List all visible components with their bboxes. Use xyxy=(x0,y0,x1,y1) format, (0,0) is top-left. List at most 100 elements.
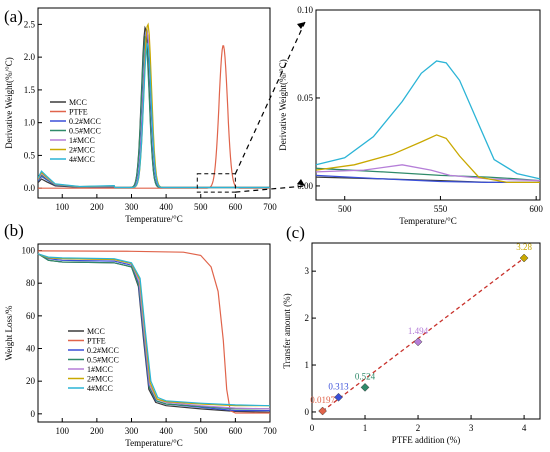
x-tick-label: 0 xyxy=(310,423,315,433)
x-tick-label: 4 xyxy=(522,423,527,433)
y-tick-label: 0 xyxy=(31,409,36,419)
x-tick-label: 300 xyxy=(125,426,139,436)
connector-bottom xyxy=(235,185,306,193)
panel-label-c: (c) xyxy=(286,223,305,242)
y-tick-label: 3 xyxy=(305,266,310,276)
y-tick-label: 0.0 xyxy=(24,183,36,193)
x-tick-label: 700 xyxy=(263,202,277,212)
legend-label: 1#MCC xyxy=(69,136,95,145)
connector-arrow-bottom xyxy=(297,179,305,186)
series-line-4#MCC xyxy=(38,42,270,189)
zoom-connectors xyxy=(234,21,306,193)
y-tick-label: 100 xyxy=(22,246,36,256)
legend-label: MCC xyxy=(87,327,105,336)
x-tick-label: 3 xyxy=(469,423,474,433)
x-tick-label: 700 xyxy=(263,426,277,436)
x-tick-label: 300 xyxy=(125,202,139,212)
data-point-2#MCC xyxy=(413,337,423,347)
x-tick-label: 100 xyxy=(55,202,69,212)
plot-frame xyxy=(315,9,541,201)
y-tick-label: 2.5 xyxy=(24,19,36,29)
data-label: 1.494 xyxy=(408,326,429,336)
panel-label-b: (b) xyxy=(4,221,24,240)
panel-label-a: (a) xyxy=(4,7,23,26)
x-tick-label: 500 xyxy=(194,426,208,436)
x-tick-label: 200 xyxy=(90,426,104,436)
plot-frame xyxy=(37,7,271,199)
data-point-0.2#MCC xyxy=(318,406,327,416)
x-tick-label: 400 xyxy=(159,426,173,436)
x-tick-label: 600 xyxy=(229,202,243,212)
y-tick-label: 2.0 xyxy=(24,52,36,62)
chart-a: 100 200 300 400 500 600 700 0.0 0.5 1.0 1.5 2.0 2.5 T… xyxy=(4,7,277,224)
x-tick-label: 500 xyxy=(338,204,352,214)
series-line-4#MCC xyxy=(37,253,271,407)
y-tick-label: 1.0 xyxy=(24,118,36,128)
chart-c: 0 1 2 3 4 0 1 2 3 PTFE addition (%) Transfer amoun… xyxy=(282,242,541,445)
data-label: 3.28 xyxy=(516,242,532,252)
connector-arrow-top xyxy=(297,22,305,29)
y-tick-label: 80 xyxy=(26,278,36,288)
y-tick-label: 1.5 xyxy=(24,85,36,95)
x-tick-label: 1 xyxy=(363,423,368,433)
y-tick-label: 0.00 xyxy=(297,181,313,191)
legend-label: 0.5#MCC xyxy=(87,356,119,365)
data-label: 0.524 xyxy=(355,371,376,381)
y-tick-label: 60 xyxy=(26,311,36,321)
data-label: 0.313 xyxy=(328,381,349,391)
data-point-1#MCC xyxy=(360,383,370,392)
x-tick-label: 400 xyxy=(159,202,173,212)
trend-line xyxy=(322,257,525,412)
plot-frame xyxy=(37,243,271,423)
y-axis-label: Derivative Weight(%/°C) xyxy=(4,57,14,148)
y-tick-label: 0.5 xyxy=(24,150,36,160)
data-point-4#MCC xyxy=(519,253,529,263)
x-tick-label: 2 xyxy=(416,423,421,433)
y-tick-label: 2 xyxy=(305,313,310,323)
y-tick-label: 1 xyxy=(305,360,310,370)
legend-label: 2#MCC xyxy=(69,146,95,155)
x-tick-label: 550 xyxy=(434,204,448,214)
y-axis-label: Derivative Weight(%/°C) xyxy=(278,59,288,150)
chart-a-inset: 500 550 600 0.00 0.05 0.10 Temperature/°C Deriv… xyxy=(278,5,543,226)
y-tick-label: 40 xyxy=(26,344,36,354)
x-axis-label: Temperature/°C xyxy=(125,438,182,448)
series-line-4#MCC xyxy=(315,60,541,180)
legend-label: 4#MCC xyxy=(69,155,95,164)
x-tick-label: 100 xyxy=(55,426,69,436)
legend-label: 0.5#MCC xyxy=(69,127,101,136)
y-tick-label: 0.05 xyxy=(297,93,313,103)
legend-label: 0.2#MCC xyxy=(87,346,119,355)
series-line-2#MCC xyxy=(315,134,540,184)
plot-frame xyxy=(311,242,541,420)
legend-label: 4#MCC xyxy=(87,384,113,393)
series-line-PTFE xyxy=(37,250,270,414)
series-group-a xyxy=(38,22,270,189)
y-axis-label: Transfer amount (%) xyxy=(282,293,292,368)
x-tick-label: 500 xyxy=(194,202,208,212)
y-tick-label: 0.10 xyxy=(297,5,313,15)
y-tick-label: 20 xyxy=(26,376,36,386)
y-axis-label: Weight Loss/% xyxy=(4,305,14,361)
legend-label: PTFE xyxy=(87,337,106,346)
legend-label: MCC xyxy=(69,98,87,107)
y-tick-label: 0 xyxy=(305,407,310,417)
zoom-box xyxy=(196,173,236,193)
data-label: 0.0197 xyxy=(310,395,335,405)
x-axis-label: Temperature/°C xyxy=(125,214,182,224)
x-tick-label: 600 xyxy=(529,204,543,214)
series-line-2#MCC xyxy=(37,253,270,407)
x-axis-label: Temperature/°C xyxy=(399,216,456,226)
data-point-0.5#MCC xyxy=(334,392,343,402)
legend-label: 0.2#MCC xyxy=(69,117,101,126)
x-axis-label: PTFE addition (%) xyxy=(392,435,461,445)
legend-label: 1#MCC xyxy=(87,365,113,374)
connector-top xyxy=(234,21,306,175)
series-line-PTFE xyxy=(38,45,270,189)
chart-b: 100 200 300 400 500 600 700 0 20 40 60 80 100 Tempera… xyxy=(4,243,277,448)
x-tick-label: 600 xyxy=(229,426,243,436)
x-tick-label: 200 xyxy=(90,202,104,212)
legend-label: PTFE xyxy=(69,108,88,117)
legend-label: 2#MCC xyxy=(87,375,113,384)
